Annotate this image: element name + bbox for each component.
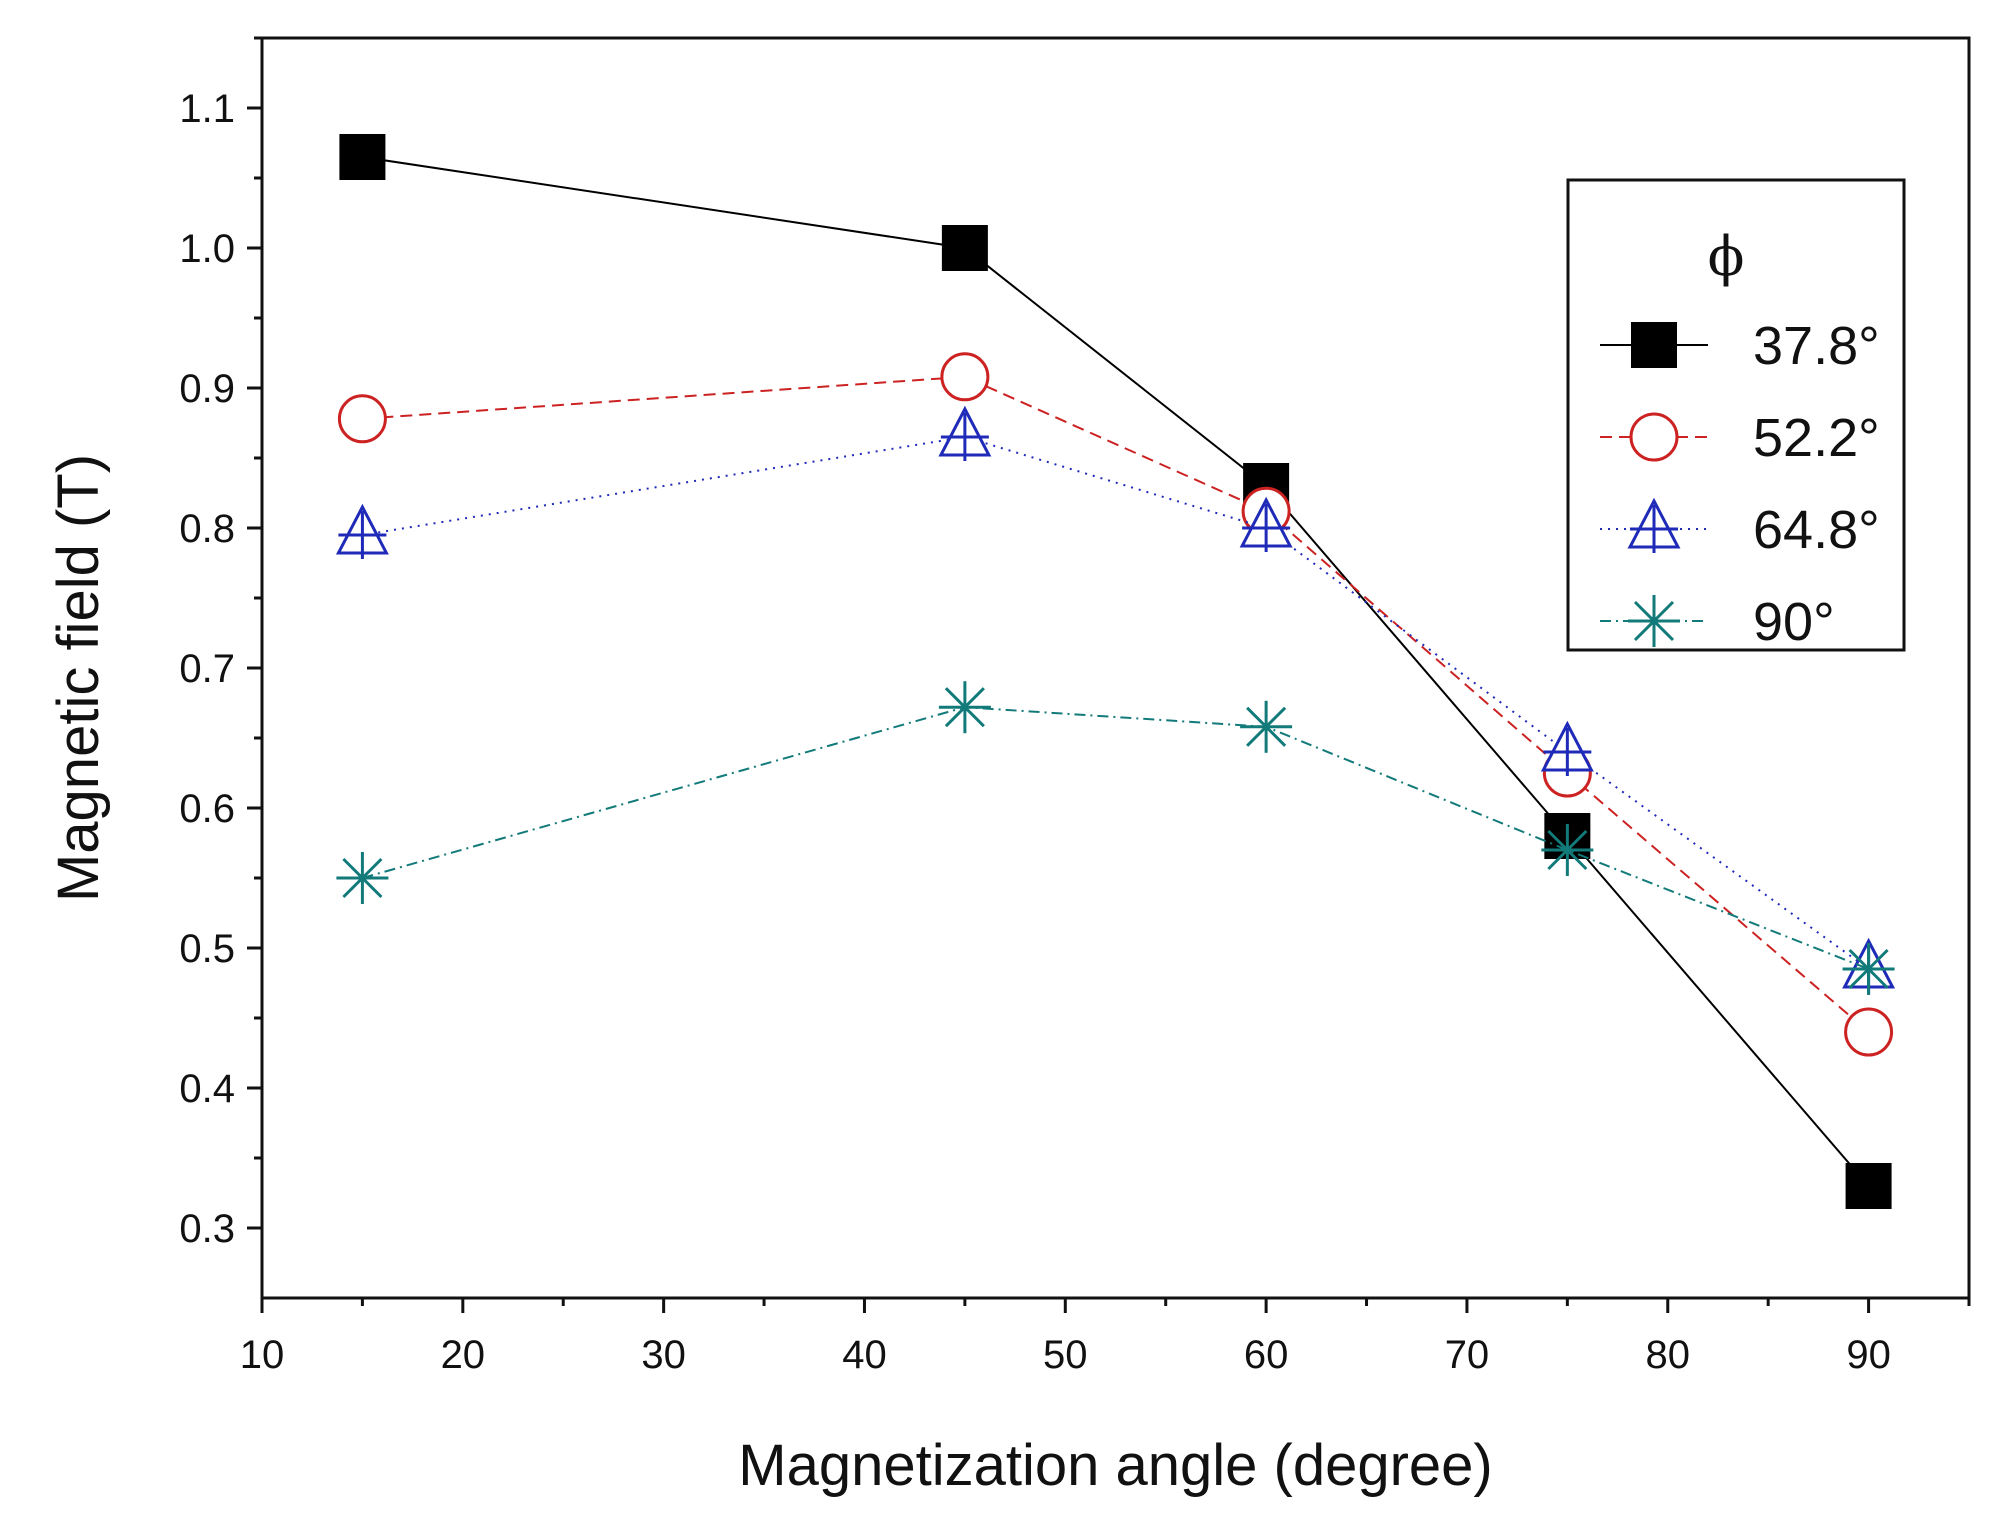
- legend-marker-2-shape: [1629, 412, 1679, 462]
- series-4-point-5-arm-4: [1848, 948, 1889, 990]
- y-axis: 0.3 0.4 0.5 0.6 0.7 0.8 0.9 1.0 1.1: [179, 36, 262, 1251]
- series-2-point-1: [337, 394, 387, 444]
- series-3-line: [362, 435, 1870, 970]
- series-4-point-2: [938, 681, 991, 734]
- legend-marker-4: [1628, 595, 1680, 647]
- series-4-point-1: [336, 852, 389, 904]
- y-tick-label: 0.6: [179, 787, 235, 831]
- series-4-point-3: [1240, 700, 1293, 753]
- x-axis-title: Magnetization angle (degree): [738, 1433, 1492, 1498]
- x-tick-label: 30: [641, 1333, 686, 1377]
- legend-label-4: 90°: [1753, 592, 1835, 652]
- series-3-point-3: [1239, 496, 1293, 552]
- legend-box: [1566, 178, 1906, 652]
- x-tick-label: 80: [1646, 1333, 1691, 1377]
- series-1-point-5-shape: [1845, 1163, 1892, 1209]
- y-tick-label: 0.5: [179, 927, 235, 971]
- x-tick-label: 10: [240, 1333, 285, 1377]
- series-1-point-1: [339, 134, 386, 180]
- series-1: [339, 134, 1892, 1209]
- y-tick-label: 0.3: [179, 1207, 235, 1251]
- series-4-point-5: [1842, 943, 1895, 995]
- legend-marker-1-shape: [1631, 322, 1677, 368]
- series-1-point-2-shape: [941, 225, 988, 271]
- series-3-point-4: [1540, 720, 1594, 776]
- series-4-point-4: [1541, 824, 1594, 876]
- legend-title: ϕ: [1708, 225, 1745, 288]
- y-tick-label: 0.7: [179, 647, 235, 691]
- series-2-point-5: [1844, 1007, 1894, 1057]
- legend-item-4: 90°: [1600, 592, 1835, 652]
- series-2-point-5-shape: [1844, 1007, 1894, 1057]
- series-2-point-2-shape: [940, 352, 990, 402]
- legend-label-3: 64.8°: [1753, 500, 1880, 560]
- y-tick-label: 0.4: [179, 1067, 235, 1111]
- series-4-point-3-arm-4: [1246, 706, 1287, 747]
- legend-item-2: 52.2°: [1600, 408, 1880, 468]
- series-4-point-4-arm-4: [1547, 829, 1588, 871]
- series-1-point-2: [941, 225, 988, 271]
- legend-marker-3: [1627, 497, 1681, 553]
- series-4-point-1-arm-4: [342, 857, 383, 899]
- legend-label-1: 37.8°: [1753, 316, 1880, 376]
- y-tick-label: 1.1: [179, 87, 235, 131]
- y-axis-title: Magnetic field (T): [46, 454, 111, 902]
- y-tick-label: 0.8: [179, 507, 235, 551]
- series-2-point-1-shape: [337, 394, 387, 444]
- legend-marker-4-arm-4: [1633, 600, 1675, 642]
- series-2-point-2: [940, 352, 990, 402]
- y-tick-label: 1.0: [179, 227, 235, 271]
- x-tick-label: 20: [441, 1333, 486, 1377]
- x-tick-label: 40: [842, 1333, 887, 1377]
- y-tick-label: 0.9: [179, 367, 235, 411]
- legend-item-1: 37.8°: [1600, 316, 1880, 376]
- x-axis: 10 20 30 40 50 60 70 80 90: [240, 1298, 1971, 1377]
- x-tick-label: 70: [1445, 1333, 1490, 1377]
- series-1-point-5: [1845, 1163, 1892, 1209]
- series-4: [336, 681, 1895, 995]
- x-tick-label: 60: [1244, 1333, 1289, 1377]
- legend-label-2: 52.2°: [1753, 408, 1880, 468]
- series-1-point-1-shape: [339, 134, 386, 180]
- series-4-point-2-arm-4: [944, 687, 985, 728]
- x-tick-label: 50: [1043, 1333, 1088, 1377]
- x-tick-label: 90: [1846, 1333, 1891, 1377]
- legend-item-3: 64.8°: [1600, 497, 1880, 560]
- series-3-point-2: [938, 405, 992, 461]
- legend-marker-2: [1629, 412, 1679, 462]
- legend: ϕ37.8° 52.2° 64.8° 90°: [1566, 178, 1906, 652]
- series-layer: [335, 134, 1896, 1209]
- series-3-point-1: [335, 503, 389, 559]
- legend-marker-1: [1631, 322, 1677, 368]
